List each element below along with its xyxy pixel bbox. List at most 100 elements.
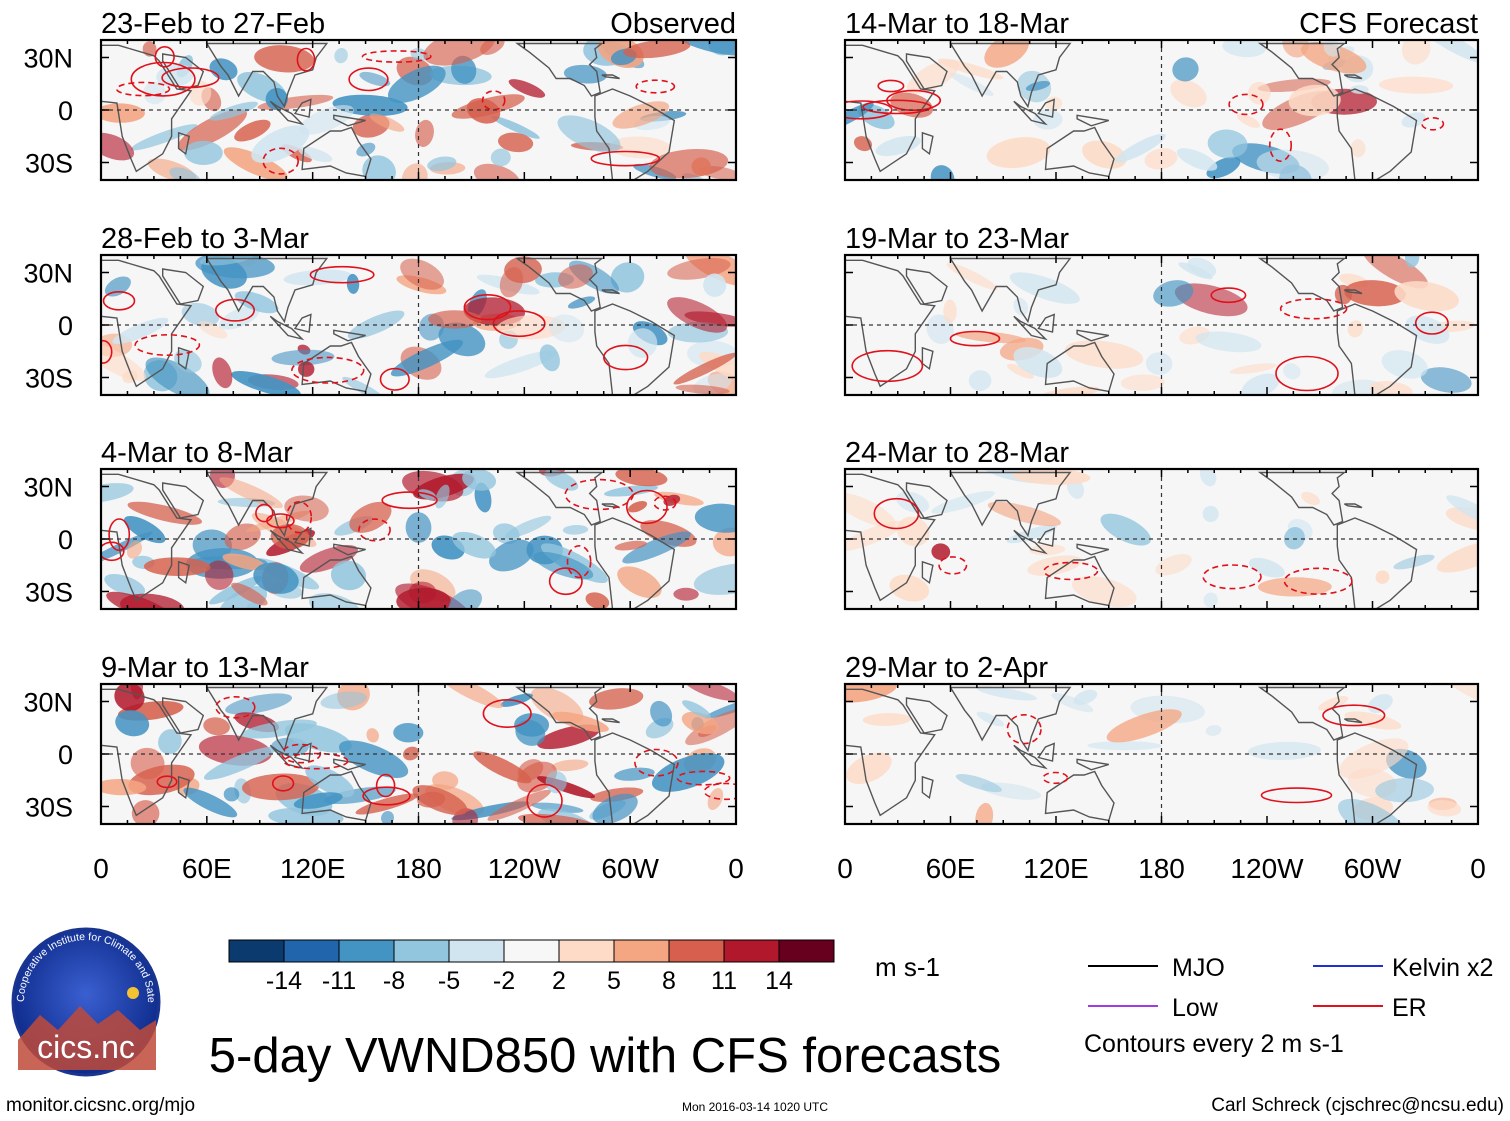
anomaly-blob xyxy=(101,531,153,567)
anomaly-blob xyxy=(448,589,483,609)
anomaly-blob xyxy=(1145,352,1173,375)
coastline xyxy=(845,259,936,388)
anomaly-blob xyxy=(1237,113,1260,128)
anomaly-blob xyxy=(305,765,355,798)
er-contour xyxy=(1322,704,1386,727)
anomaly-blob xyxy=(339,740,409,778)
y-tick-label: 30N xyxy=(23,688,73,718)
anomaly-blob xyxy=(617,566,662,599)
anomaly-blob xyxy=(1283,527,1305,550)
er-contour xyxy=(481,90,506,111)
coastline xyxy=(1044,555,1115,607)
er-contour xyxy=(676,770,731,786)
colorbar: -14 -11 -8 -5 -2 2 5 8 11 14 xyxy=(228,939,835,995)
colorbar-swatch xyxy=(338,939,395,963)
anomaly-blob xyxy=(497,132,534,153)
panel-period-title: 23-Feb to 27-Feb xyxy=(101,8,325,40)
coastline xyxy=(601,718,620,724)
anomaly-blob xyxy=(1350,139,1366,158)
anomaly-blob xyxy=(101,103,145,123)
x-tick-label: 180 xyxy=(1138,853,1185,884)
anomaly-blob xyxy=(320,691,367,709)
coastline xyxy=(845,473,936,602)
er-contour xyxy=(101,339,113,364)
anomaly-blob xyxy=(1394,281,1459,312)
coastline xyxy=(333,543,366,556)
anomaly-blob xyxy=(241,719,317,739)
anomaly-blob xyxy=(143,557,211,577)
anomaly-blob xyxy=(1029,544,1066,556)
anomaly-blob xyxy=(623,40,691,59)
anomaly-blob xyxy=(946,262,998,290)
coastline xyxy=(1037,313,1056,333)
anomaly-blob xyxy=(143,81,167,105)
logo-mountains-icon xyxy=(18,1006,156,1070)
anomaly-blob xyxy=(589,688,644,710)
er-contour xyxy=(1202,564,1262,590)
panel-period-title: 19-Mar to 23-Mar xyxy=(845,223,1069,255)
coastline xyxy=(949,257,1072,324)
coastline xyxy=(1336,303,1418,395)
y-tick-label: 30N xyxy=(23,44,73,74)
legend-label-er: ER xyxy=(1392,994,1427,1022)
anomaly-blob xyxy=(204,560,234,590)
coastline xyxy=(293,313,312,333)
coastline xyxy=(205,257,329,324)
x-tick-label: 60E xyxy=(182,853,232,884)
anomaly-blob xyxy=(489,539,534,572)
colorbar-label: -8 xyxy=(383,967,405,995)
anomaly-blob xyxy=(203,717,230,736)
coastline xyxy=(921,560,934,585)
y-tick-label: 0 xyxy=(58,525,73,555)
er-contour xyxy=(635,79,676,94)
anomaly-blob xyxy=(984,40,1030,68)
observed-label: Observed xyxy=(610,8,736,40)
er-contour xyxy=(492,310,546,338)
anomaly-field xyxy=(845,255,1476,395)
anomaly-blob xyxy=(408,581,437,604)
anomaly-blob xyxy=(219,306,260,330)
anomaly-blob xyxy=(1206,156,1241,179)
anomaly-blob xyxy=(1072,576,1137,608)
er-contour xyxy=(161,67,220,89)
legend-label-kelvin: Kelvin x2 xyxy=(1392,954,1493,982)
y-tick-label: 30N xyxy=(23,259,73,289)
anomaly-blob xyxy=(1318,696,1349,711)
y-tick-label: 0 xyxy=(58,311,73,341)
anomaly-blob xyxy=(862,713,911,726)
anomaly-blob xyxy=(142,41,157,57)
x-tick-label: 180 xyxy=(395,853,442,884)
coastline xyxy=(293,527,312,547)
er-contour xyxy=(375,773,396,798)
anomaly-blob xyxy=(401,163,428,180)
anomaly-blob xyxy=(247,602,260,609)
anomaly-blob xyxy=(673,587,699,601)
coastline xyxy=(177,346,191,371)
er-contour xyxy=(102,290,136,311)
anomaly-blob xyxy=(1256,149,1330,180)
panel-period-title: 4-Mar to 8-Mar xyxy=(101,437,293,469)
coastline xyxy=(1257,686,1347,741)
er-contour xyxy=(156,775,178,789)
anomaly-field xyxy=(845,469,1478,609)
coastline xyxy=(1257,471,1347,526)
er-contour xyxy=(215,695,256,719)
anomaly-blob xyxy=(955,774,1002,793)
panel-period-title: 24-Mar to 28-Mar xyxy=(845,437,1069,469)
anomaly-blob xyxy=(1155,553,1192,576)
er-contour xyxy=(271,775,295,792)
anomaly-blob xyxy=(1344,711,1402,730)
colorbar-swatch xyxy=(558,939,615,963)
coastline xyxy=(905,697,948,734)
colorbar-swatch xyxy=(668,939,725,963)
coastline xyxy=(1037,527,1056,547)
anomaly-blob xyxy=(1207,129,1248,159)
colorbar-swatch xyxy=(448,939,505,963)
anomaly-blob xyxy=(169,167,201,180)
er-contour xyxy=(291,356,365,384)
panel-period-title: 29-Mar to 2-Apr xyxy=(845,652,1048,684)
er-contour xyxy=(101,541,125,562)
anomaly-blob xyxy=(609,136,671,159)
er-contour xyxy=(1228,93,1264,116)
er-contour xyxy=(886,89,942,111)
